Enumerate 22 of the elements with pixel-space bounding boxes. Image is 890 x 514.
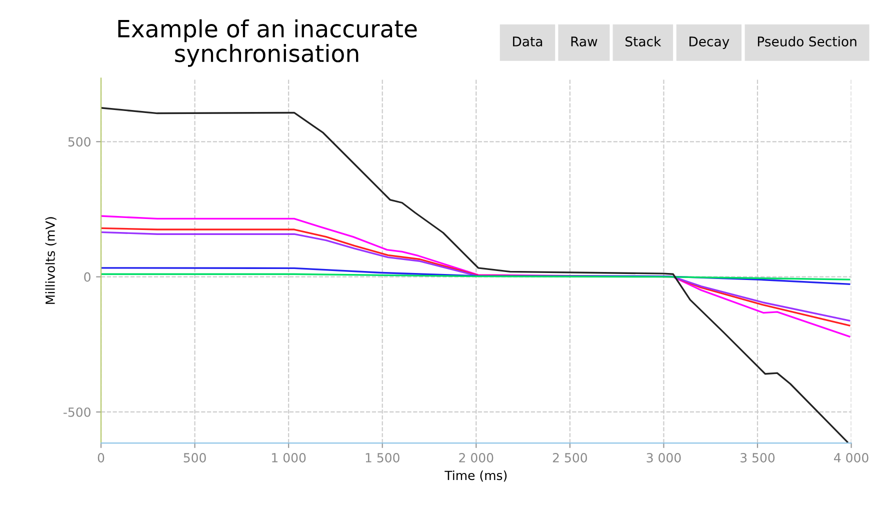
line-series: [101, 267, 850, 285]
y-axis-title: Millivolts (mV): [45, 217, 56, 304]
x-tick-label: 500: [184, 453, 206, 462]
x-tick-label: 2 500: [552, 453, 587, 462]
text: Stack: [626, 36, 662, 46]
chart-title: Example of an inaccurate synchronisation: [118, 19, 417, 67]
text: Data: [513, 36, 542, 46]
x-tick-label: 0: [98, 453, 104, 462]
x-tick-label: 2 000: [459, 453, 494, 462]
x-tick-label: 3 500: [740, 453, 775, 462]
x-tick-label: 4 000: [834, 453, 868, 462]
x-tick-label: 1 500: [366, 453, 400, 462]
y-tick-label: 500: [68, 137, 90, 147]
x-tick-label: 1 000: [272, 453, 306, 462]
line-series: [101, 107, 848, 443]
y-tick-label: -500: [64, 407, 90, 417]
x-axis-title: Time (ms): [444, 470, 507, 482]
x-tick-label: 3 000: [646, 453, 681, 462]
text: Raw: [571, 36, 598, 46]
text: Pseudo Section: [758, 36, 856, 46]
y-tick-label: 0: [84, 272, 90, 282]
text: Decay: [690, 36, 730, 50]
